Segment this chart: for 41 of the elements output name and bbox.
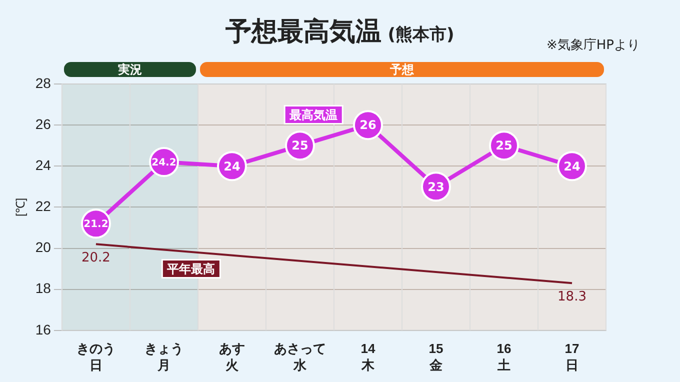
text: 土 — [496, 358, 510, 374]
text: 金 — [428, 358, 444, 374]
y-tick-label: 20 — [35, 239, 52, 256]
band-label: 実況 — [116, 62, 142, 77]
data-label: 20.2 — [81, 250, 110, 266]
series-label: 平年最高 — [166, 262, 216, 276]
y-tick-label: 22 — [35, 198, 52, 214]
text: 日 — [566, 358, 578, 374]
y-tick-label: 28 — [35, 74, 52, 91]
text: 火 — [224, 358, 240, 374]
data-label: 24.2 — [152, 158, 176, 169]
series-label: 最高気温 — [288, 108, 338, 122]
data-label: 23 — [428, 180, 444, 194]
text: 木 — [360, 358, 376, 374]
y-axis-title: [℃] — [14, 198, 28, 217]
data-label: 21.2 — [84, 219, 108, 230]
band-label: 予想 — [388, 62, 415, 77]
chart-title: 予想最高気温 — [226, 17, 382, 47]
data-label: 25 — [496, 138, 512, 153]
y-tick-label: 24 — [35, 156, 52, 173]
data-label: 26 — [360, 118, 376, 132]
x-tick-label: きのう — [76, 340, 116, 356]
x-tick-label: 15 — [428, 340, 444, 356]
chart-subtitle: (熊本市) — [388, 25, 454, 45]
y-tick-label: 16 — [35, 321, 52, 338]
data-label: 24 — [564, 159, 580, 174]
text: ※気象庁HPより — [546, 37, 640, 54]
y-tick-label: 18 — [35, 280, 52, 296]
x-tick-label: 17 — [564, 340, 580, 356]
x-tick-label: 16 — [496, 340, 512, 356]
x-tick-label: きょう — [144, 340, 184, 356]
text: 日 — [89, 358, 102, 374]
data-label: 18.3 — [558, 290, 586, 305]
y-tick-label: 26 — [35, 116, 52, 132]
x-tick-label: あす — [218, 340, 245, 356]
x-tick-label: あさって — [274, 340, 326, 356]
text: 水 — [292, 358, 308, 374]
data-label: 24 — [224, 159, 240, 174]
data-label: 25 — [292, 138, 308, 153]
x-tick-label: 14 — [360, 340, 376, 356]
text: 月 — [156, 358, 170, 374]
